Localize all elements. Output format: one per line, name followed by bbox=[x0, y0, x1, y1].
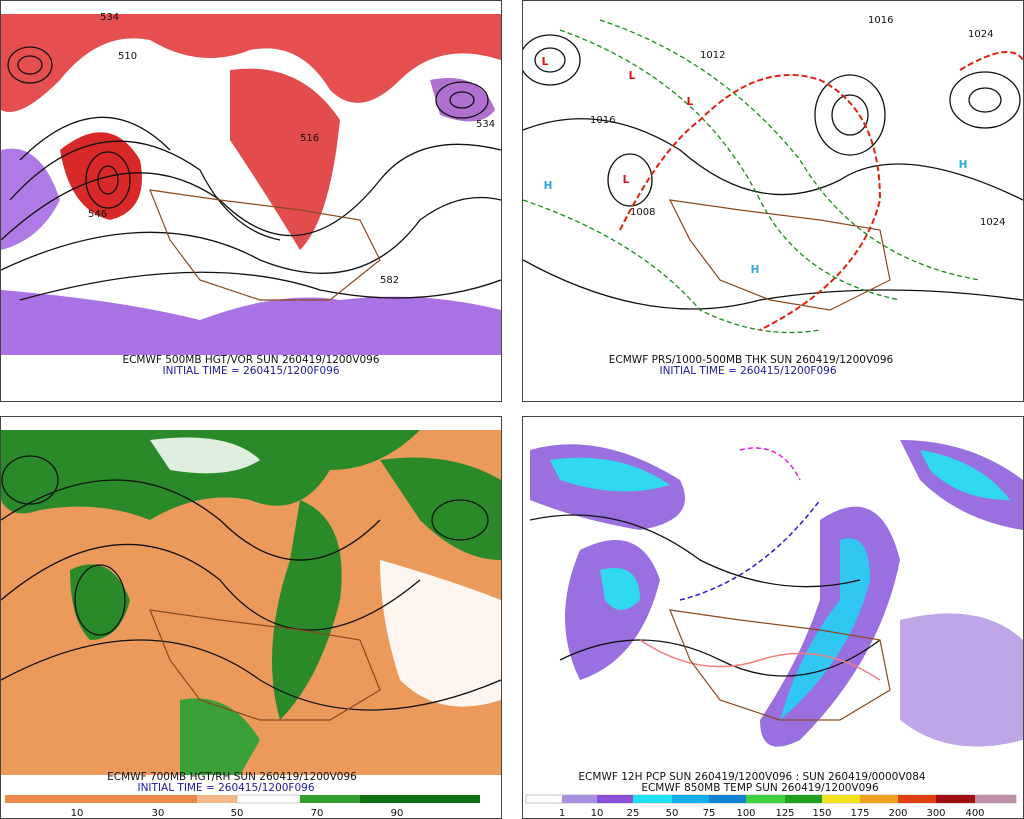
pressure-center: H bbox=[751, 264, 760, 276]
colorbar-label: 30 bbox=[152, 808, 165, 819]
caption: ECMWF 700MB HGT/RH SUN 260419/1200V096 bbox=[107, 771, 357, 783]
initial-time: INITIAL TIME = 260415/1200F096 bbox=[162, 365, 339, 377]
contour-label: 1016 bbox=[868, 15, 893, 26]
pressure-center: H bbox=[959, 159, 968, 171]
map-pressure-thickness bbox=[523, 14, 1023, 348]
colorbar-label: 100 bbox=[736, 808, 755, 819]
pressure-center: L bbox=[542, 56, 549, 68]
pressure-center: L bbox=[623, 174, 630, 186]
colorbar-label: 10 bbox=[71, 808, 84, 819]
contour-label: 510 bbox=[118, 51, 137, 62]
contour-label: 534 bbox=[476, 119, 495, 130]
colorbar-label: 400 bbox=[965, 808, 984, 819]
colorbar-label: 75 bbox=[703, 808, 716, 819]
caption: ECMWF PRS/1000-500MB THK SUN 260419/1200… bbox=[609, 354, 894, 366]
contour-label: 1024 bbox=[968, 29, 993, 40]
colorbar-label: 125 bbox=[775, 808, 794, 819]
contour-label: 1008 bbox=[630, 207, 655, 218]
caption-line-2: ECMWF 850MB TEMP SUN 260419/1200V096 bbox=[641, 782, 879, 794]
contour-label: 1012 bbox=[700, 50, 725, 61]
colorbar-label: 90 bbox=[391, 808, 404, 819]
contour-label: 1024 bbox=[980, 217, 1005, 228]
contour-label: 546 bbox=[88, 209, 107, 220]
colorbar-label: 300 bbox=[926, 808, 945, 819]
map-precip-850temp bbox=[523, 430, 1023, 804]
map-500mb bbox=[1, 14, 501, 355]
initial-time: INITIAL TIME = 260415/1200F096 bbox=[137, 782, 314, 794]
colorbar-label: 50 bbox=[231, 808, 244, 819]
contour-label: 516 bbox=[300, 133, 319, 144]
caption: ECMWF 500MB HGT/VOR SUN 260419/1200V096 bbox=[122, 354, 379, 366]
pressure-center: H bbox=[544, 180, 553, 192]
colorbar-label: 25 bbox=[627, 808, 640, 819]
colorbar-label: 175 bbox=[850, 808, 869, 819]
contour-label: 534 bbox=[100, 12, 119, 23]
contour-label: 1016 bbox=[590, 115, 615, 126]
contour-label: 582 bbox=[380, 275, 399, 286]
colorbar-label: 50 bbox=[666, 808, 679, 819]
caption: ECMWF 12H PCP SUN 260419/1200V096 : SUN … bbox=[578, 771, 925, 783]
initial-time: INITIAL TIME = 260415/1200F096 bbox=[659, 365, 836, 377]
pressure-center: L bbox=[629, 70, 636, 82]
colorbar-label: 200 bbox=[888, 808, 907, 819]
pressure-center: L bbox=[687, 96, 694, 108]
colorbar-label: 1 bbox=[559, 808, 565, 819]
colorbar-label: 10 bbox=[591, 808, 604, 819]
map-700mb-rh bbox=[1, 430, 501, 804]
colorbar-label: 150 bbox=[812, 808, 831, 819]
colorbar-label: 70 bbox=[311, 808, 324, 819]
